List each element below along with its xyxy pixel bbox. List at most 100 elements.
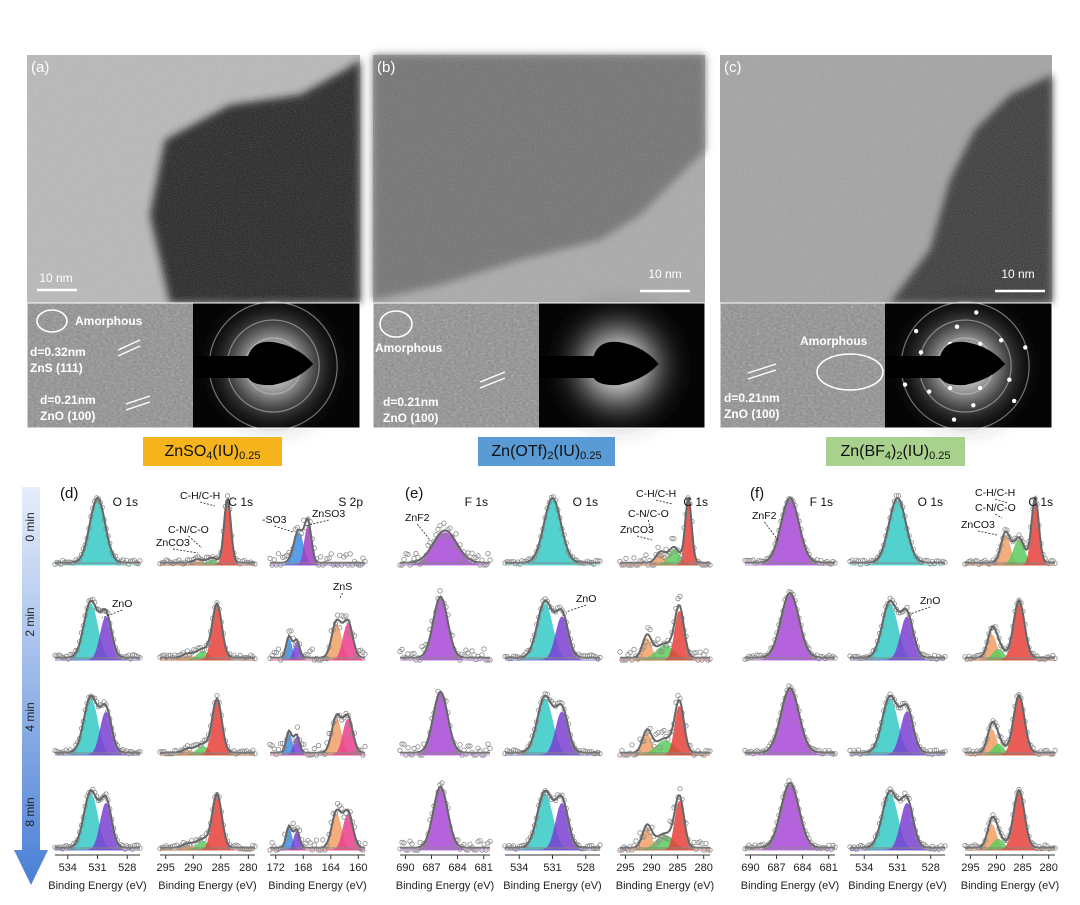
x-axis-label: Binding Energy (eV) [961,880,1059,892]
saed-spot [1023,345,1028,350]
x-tick-label: 295 [961,862,979,874]
data-point [339,805,345,812]
inset-border [26,302,361,429]
electrolyte-label-box [478,437,615,466]
data-point [437,588,443,594]
panel-label: (d) [60,485,78,502]
annotation-pointer [565,604,587,613]
scale-bar-label: 10 nm [648,267,681,281]
spectrum [742,589,838,662]
annotation-pointer [200,501,216,507]
scale-bar-label: 10 nm [39,271,72,285]
x-tick-label: 290 [184,862,202,874]
tem-noise [720,55,1052,303]
fit-component [620,500,710,566]
data-point [487,745,493,752]
fit-component [745,594,835,661]
fit-component [745,689,835,756]
saed-spot [974,310,979,315]
data-point [465,650,471,656]
data-point [294,724,300,730]
time-arrow [14,487,48,885]
tem-panel: (b) 10 nm Amorphous d=0.21nm ZnO (100) [372,55,706,436]
x-axis-label: Binding Energy (eV) [616,880,714,892]
data-point [399,646,405,653]
lattice-fringe-marker [479,371,506,383]
annotation-pointer [995,513,1003,519]
fit-component [55,499,140,566]
data-point [467,743,473,749]
data-point [271,557,277,563]
peak-annotation: ZnO [920,595,940,607]
peak-annotation: ZnCO3 [620,524,654,536]
x-axis-label: Binding Energy (eV) [268,880,366,892]
data-point [671,536,677,542]
spectrum [157,791,258,852]
data-point [401,840,407,846]
annotation-pointer [304,519,329,527]
data-point [405,551,411,558]
data-point [397,846,403,852]
data-point [465,743,471,749]
spectrum [962,597,1058,662]
spectrum [52,495,143,567]
fit-envelope [400,529,490,564]
x-tick-label: 684 [448,862,466,874]
hrtem-texture [720,303,885,428]
lattice-fringe-marker [747,369,777,380]
beam-stop [193,341,314,386]
data-point [876,552,883,559]
spectrum [157,693,258,757]
tem-noise [27,55,360,303]
spectrum [847,493,948,567]
inset-border [719,302,1053,429]
beam-stop [885,341,1006,386]
data-point [362,651,368,657]
x-tick-label: 528 [118,862,136,874]
spectrum [157,493,258,567]
data-point [631,646,637,653]
data-point [280,554,286,561]
data-point [71,652,77,658]
data-point [623,555,629,562]
x-tick-label: 160 [349,862,367,874]
spectrum [267,516,368,568]
label-part: (IU) [212,443,239,460]
hrtem-texture [373,303,539,428]
x-tick-label: 534 [59,862,77,874]
amorphous-marker [379,310,413,338]
inset-label: d=0.21nm [383,395,439,409]
spectrum [962,691,1058,757]
data-point [657,648,663,655]
data-point [691,650,697,656]
peak-annotation: C-N/C-O [975,502,1016,514]
data-point [487,838,493,844]
data-point [665,836,671,842]
fit-component [620,800,710,851]
x-axis-label: Binding Energy (eV) [158,880,256,892]
data-point [443,534,449,541]
data-point [362,840,368,847]
time-label: 4 min [23,702,37,731]
annotation-pointer [656,499,673,505]
data-point [667,641,673,648]
spectrum [502,788,603,852]
data-point [439,780,445,786]
inset-label: Amorphous [375,341,443,355]
label-part: 2 [896,450,902,462]
lattice-fringe-marker [117,339,141,351]
spectrum [502,494,603,567]
data-point [477,837,483,844]
x-tick-label: 290 [987,862,1005,874]
spectrum [742,495,838,567]
inset-label: Amorphous [800,334,868,348]
spectrum [397,780,493,853]
data-point [252,561,258,567]
panel-label: (a) [31,59,49,76]
data-point [275,746,281,753]
spectrum [617,786,713,853]
x-tick-label: 690 [396,862,414,874]
x-axis-label: Binding Energy (eV) [848,880,946,892]
data-point [405,745,411,751]
